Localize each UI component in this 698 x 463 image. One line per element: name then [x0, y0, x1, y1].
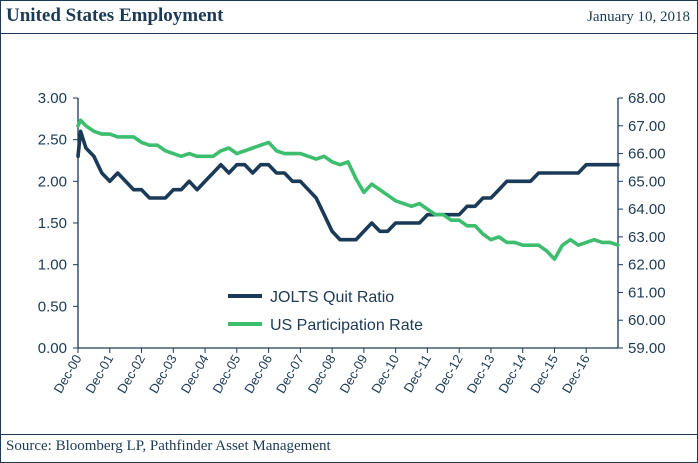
left-tick-label: 0.50	[38, 298, 67, 315]
x-tick-label: Dec-01	[82, 352, 116, 396]
footer-divider	[0, 434, 698, 435]
left-tick-label: 1.00	[38, 257, 67, 274]
x-tick-label: Dec-12	[432, 352, 466, 396]
x-tick-label: Dec-03	[146, 352, 180, 396]
left-tick-label: 3.00	[38, 90, 67, 107]
right-tick-label: 59.00	[628, 340, 666, 357]
right-tick-label: 63.00	[628, 229, 666, 246]
legend-label: JOLTS Quit Ratio	[270, 289, 394, 306]
x-tick-label: Dec-05	[209, 352, 243, 396]
x-tick-label: Dec-06	[241, 352, 275, 396]
right-tick-label: 64.00	[628, 201, 666, 218]
x-tick-label: Dec-00	[51, 352, 85, 396]
page-title: United States Employment	[6, 5, 224, 26]
right-tick-label: 68.00	[628, 90, 666, 107]
header-divider	[0, 33, 698, 34]
x-tick-label: Dec-07	[273, 352, 307, 396]
x-tick-label: Dec-08	[305, 352, 339, 396]
right-tick-label: 61.00	[628, 284, 666, 301]
right-tick-label: 65.00	[628, 173, 666, 190]
left-tick-label: 0.00	[38, 340, 67, 357]
x-tick-label: Dec-02	[114, 352, 148, 396]
x-tick-label: Dec-11	[401, 352, 434, 395]
x-tick-label: Dec-15	[527, 352, 561, 396]
right-tick-label: 60.00	[628, 312, 666, 329]
right-tick-label: 66.00	[628, 146, 666, 163]
x-tick-label: Dec-13	[464, 352, 498, 396]
legend-label: US Participation Rate	[270, 317, 423, 334]
right-tick-label: 67.00	[628, 118, 666, 135]
left-tick-label: 1.50	[38, 215, 67, 232]
x-tick-label: Dec-04	[178, 352, 212, 396]
participation-rate-line	[76, 118, 620, 261]
jolts-quit-ratio-line	[76, 129, 620, 242]
x-tick-label: Dec-10	[368, 352, 402, 396]
right-tick-label: 62.00	[628, 257, 666, 274]
left-tick-label: 2.50	[38, 132, 67, 149]
x-tick-label: Dec-14	[495, 352, 529, 396]
source-note: Source: Bloomberg LP, Pathfinder Asset M…	[6, 438, 331, 454]
x-tick-label: Dec-16	[559, 352, 593, 396]
x-tick-label: Dec-09	[337, 352, 371, 396]
left-tick-label: 2.00	[38, 173, 67, 190]
report-date: January 10, 2018	[587, 9, 690, 25]
